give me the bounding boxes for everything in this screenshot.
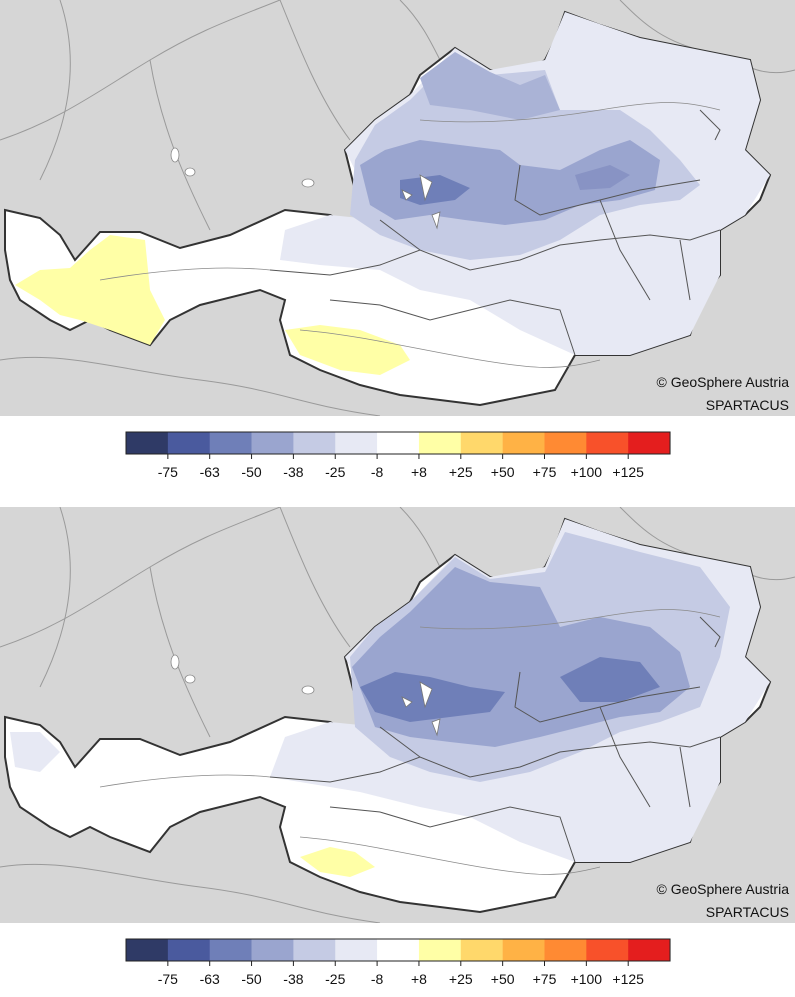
upper-map: © GeoSphere Austria SPARTACUS xyxy=(0,0,795,416)
upper-anomaly-north xyxy=(420,52,560,120)
upper-legend-swatch xyxy=(126,432,169,454)
lower-legend-label: +125 xyxy=(612,971,644,987)
upper-legend-label: -50 xyxy=(241,464,261,480)
lower-legend-swatches xyxy=(125,938,671,962)
upper-anomaly-core2 xyxy=(575,165,630,190)
upper-credit-line2: SPARTACUS xyxy=(705,397,789,413)
upper-legend-label: +125 xyxy=(612,464,644,480)
upper-legend-label: -63 xyxy=(200,464,220,480)
upper-legend-swatch xyxy=(628,432,671,454)
upper-legend-swatch xyxy=(544,432,587,454)
lower-legend-svg: -75 -63 -50 -38 -25 -8 +8 +25 +50 +75 +100 +125 xyxy=(125,938,671,987)
upper-legend-swatch xyxy=(293,432,336,454)
lower-legend-swatch xyxy=(377,939,420,961)
lower-legend-swatch xyxy=(209,939,252,961)
upper-positive-south xyxy=(285,325,410,375)
lower-legend-labels: -75 -63 -50 -38 -25 -8 +8 +25 +50 +75 +100 +125 xyxy=(158,961,644,987)
upper-legend-label: +75 xyxy=(533,464,557,480)
upper-legend-label: +100 xyxy=(571,464,603,480)
lower-legend-label: -8 xyxy=(371,971,384,987)
upper-rivers xyxy=(0,0,795,416)
upper-legend-label: +50 xyxy=(491,464,515,480)
upper-legend-label: +8 xyxy=(411,464,427,480)
lower-lakes-inner xyxy=(401,681,441,737)
upper-legend-border xyxy=(125,431,671,455)
lower-legend-label: -25 xyxy=(325,971,345,987)
lower-credit-line2: SPARTACUS xyxy=(705,904,789,920)
lower-legend: -75 -63 -50 -38 -25 -8 +8 +25 +50 +75 +100 +125 xyxy=(0,927,795,997)
upper-legend-svg: -75 -63 -50 -38 -25 -8 +8 +25 +50 +75 +100 +125 xyxy=(125,431,671,480)
upper-legend-label: +25 xyxy=(449,464,473,480)
lower-legend-label: +8 xyxy=(411,971,427,987)
lower-legend-swatch xyxy=(251,939,294,961)
lower-legend-label: +25 xyxy=(449,971,473,987)
upper-positive-west xyxy=(15,235,165,345)
upper-map-canvas xyxy=(0,0,795,416)
upper-rivers-inner xyxy=(99,102,721,368)
lower-legend-swatch xyxy=(126,939,169,961)
lower-legend-swatch xyxy=(293,939,336,961)
upper-legend: -75 -63 -50 -38 -25 -8 +8 +25 +50 +75 +100 +125 xyxy=(0,420,795,490)
lower-legend-swatch xyxy=(418,939,462,961)
upper-legend-label: -75 xyxy=(158,464,178,480)
lower-legend-label: +75 xyxy=(533,971,557,987)
lower-state-borders xyxy=(269,616,721,863)
lower-anomaly-core xyxy=(360,672,505,722)
upper-legend-swatch xyxy=(377,432,420,454)
upper-state-borders xyxy=(269,109,721,356)
upper-legend-labels: -75 -63 -50 -38 -25 -8 +8 +25 +50 +75 +100 +125 xyxy=(158,454,644,480)
lower-legend-swatch xyxy=(502,939,545,961)
lower-positive-south xyxy=(300,847,375,877)
lower-rivers xyxy=(0,507,795,923)
lower-map: © GeoSphere Austria SPARTACUS xyxy=(0,507,795,923)
lower-credit-line1: © GeoSphere Austria xyxy=(656,881,789,897)
upper-legend-swatch xyxy=(209,432,252,454)
lower-legend-swatch xyxy=(544,939,587,961)
upper-legend-swatches xyxy=(125,431,671,455)
upper-legend-swatch xyxy=(460,432,503,454)
lower-legend-border xyxy=(125,938,671,962)
upper-legend-swatch xyxy=(586,432,629,454)
lower-legend-label: -75 xyxy=(158,971,178,987)
upper-legend-label: -25 xyxy=(325,464,345,480)
lower-legend-label: +100 xyxy=(571,971,603,987)
lower-map-canvas xyxy=(0,507,795,923)
upper-legend-swatch xyxy=(167,432,210,454)
upper-legend-swatch xyxy=(502,432,545,454)
lower-rivers-inner xyxy=(99,609,721,875)
upper-lakes-inner xyxy=(401,174,441,230)
upper-credit-line1: © GeoSphere Austria xyxy=(656,374,789,390)
lower-anomaly-west xyxy=(10,732,60,772)
upper-anomaly-core xyxy=(400,175,470,205)
upper-legend-swatch xyxy=(418,432,462,454)
lower-legend-label: -50 xyxy=(241,971,261,987)
lower-legend-swatch xyxy=(167,939,210,961)
lower-anomaly-core2 xyxy=(560,657,660,702)
upper-legend-label: -8 xyxy=(371,464,384,480)
upper-legend-swatch xyxy=(335,432,378,454)
lower-legend-label: -63 xyxy=(200,971,220,987)
lower-legend-swatch xyxy=(460,939,503,961)
lower-legend-swatch xyxy=(335,939,378,961)
lower-legend-label: -38 xyxy=(283,971,303,987)
lower-legend-swatch xyxy=(586,939,629,961)
lower-legend-swatch xyxy=(628,939,671,961)
lower-legend-label: +50 xyxy=(491,971,515,987)
upper-legend-swatch xyxy=(251,432,294,454)
upper-legend-label: -38 xyxy=(283,464,303,480)
